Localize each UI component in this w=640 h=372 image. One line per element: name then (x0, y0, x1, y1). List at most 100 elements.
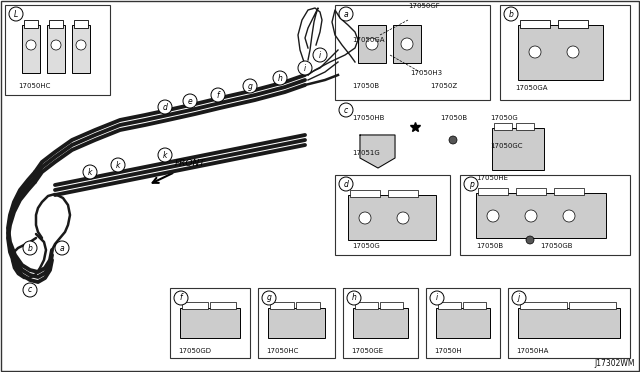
Text: FRONT: FRONT (175, 159, 205, 168)
Bar (355, 302, 378, 309)
Circle shape (339, 177, 353, 191)
Bar (478, 188, 508, 195)
Text: 17050H: 17050H (434, 348, 461, 354)
Bar (460, 175, 630, 255)
Text: 17050B: 17050B (476, 243, 503, 249)
Bar (358, 25, 386, 63)
Bar (476, 193, 606, 238)
Text: d: d (163, 103, 168, 112)
Circle shape (339, 7, 353, 21)
Circle shape (430, 291, 444, 305)
Text: c: c (344, 106, 348, 115)
Bar (5, 5, 110, 95)
Text: 17050GA: 17050GA (352, 37, 385, 43)
Circle shape (526, 236, 534, 244)
Bar (296, 302, 320, 309)
Text: L: L (14, 10, 18, 19)
Text: 17050HC: 17050HC (18, 83, 51, 89)
Text: k: k (116, 160, 120, 170)
Bar (393, 25, 421, 63)
Bar (335, 5, 490, 100)
Bar (74, 20, 88, 28)
Text: h: h (278, 74, 282, 83)
Bar (516, 188, 546, 195)
Text: 17050G: 17050G (352, 243, 380, 249)
Bar (554, 188, 584, 195)
Circle shape (211, 88, 225, 102)
Text: 17050Z: 17050Z (430, 83, 457, 89)
Text: 17050GE: 17050GE (351, 348, 383, 354)
Text: a: a (60, 244, 64, 253)
Circle shape (529, 46, 541, 58)
Circle shape (525, 210, 537, 222)
Circle shape (449, 136, 457, 144)
Circle shape (243, 79, 257, 93)
Bar (438, 302, 461, 309)
Text: g: g (248, 81, 252, 90)
Circle shape (563, 210, 575, 222)
Bar (520, 302, 567, 309)
Bar (268, 308, 325, 338)
Text: i: i (436, 294, 438, 302)
Text: f: f (217, 90, 220, 99)
Text: 17050B: 17050B (440, 115, 467, 121)
Bar (516, 123, 534, 130)
Bar (569, 302, 616, 309)
Text: 17050B: 17050B (352, 83, 379, 89)
Bar (180, 308, 240, 338)
Bar (24, 20, 38, 28)
Circle shape (487, 210, 499, 222)
Text: f: f (180, 294, 182, 302)
Text: 17050G: 17050G (490, 115, 518, 121)
Circle shape (298, 61, 312, 75)
Circle shape (313, 48, 327, 62)
Text: J17302WM: J17302WM (595, 359, 635, 368)
Bar (463, 302, 486, 309)
Text: b: b (28, 244, 33, 253)
Bar (348, 195, 436, 240)
Text: i: i (319, 51, 321, 60)
Text: h: h (351, 294, 356, 302)
Bar (558, 20, 588, 28)
Text: 17050HC: 17050HC (266, 348, 298, 354)
Circle shape (567, 46, 579, 58)
Circle shape (401, 38, 413, 50)
Bar (170, 288, 250, 358)
Bar (72, 25, 90, 73)
Bar (353, 308, 408, 338)
Bar (49, 20, 63, 28)
Circle shape (23, 283, 37, 297)
Text: d: d (344, 180, 348, 189)
Circle shape (339, 103, 353, 117)
Bar (182, 302, 208, 309)
Text: 17050HA: 17050HA (516, 348, 548, 354)
Text: p: p (468, 180, 474, 189)
Text: k: k (88, 167, 92, 176)
Text: 17050GA: 17050GA (515, 85, 547, 91)
Circle shape (51, 40, 61, 50)
Bar (518, 308, 620, 338)
Bar (335, 175, 450, 255)
Bar (270, 302, 294, 309)
Circle shape (76, 40, 86, 50)
Text: 17050HB: 17050HB (352, 115, 385, 121)
Circle shape (83, 165, 97, 179)
Bar (47, 25, 65, 73)
Text: i: i (304, 64, 306, 73)
Bar (22, 25, 40, 73)
Text: 17050GD: 17050GD (178, 348, 211, 354)
Bar (492, 128, 544, 170)
Circle shape (111, 158, 125, 172)
Text: 17050H3: 17050H3 (410, 70, 442, 76)
Text: j: j (518, 294, 520, 302)
Bar (518, 25, 603, 80)
Bar (520, 20, 550, 28)
Circle shape (158, 148, 172, 162)
Text: 17050HE: 17050HE (476, 175, 508, 181)
Circle shape (158, 100, 172, 114)
Bar (494, 123, 512, 130)
Text: b: b (509, 10, 513, 19)
Text: 17051G: 17051G (352, 150, 380, 156)
Circle shape (464, 177, 478, 191)
Bar (380, 302, 403, 309)
